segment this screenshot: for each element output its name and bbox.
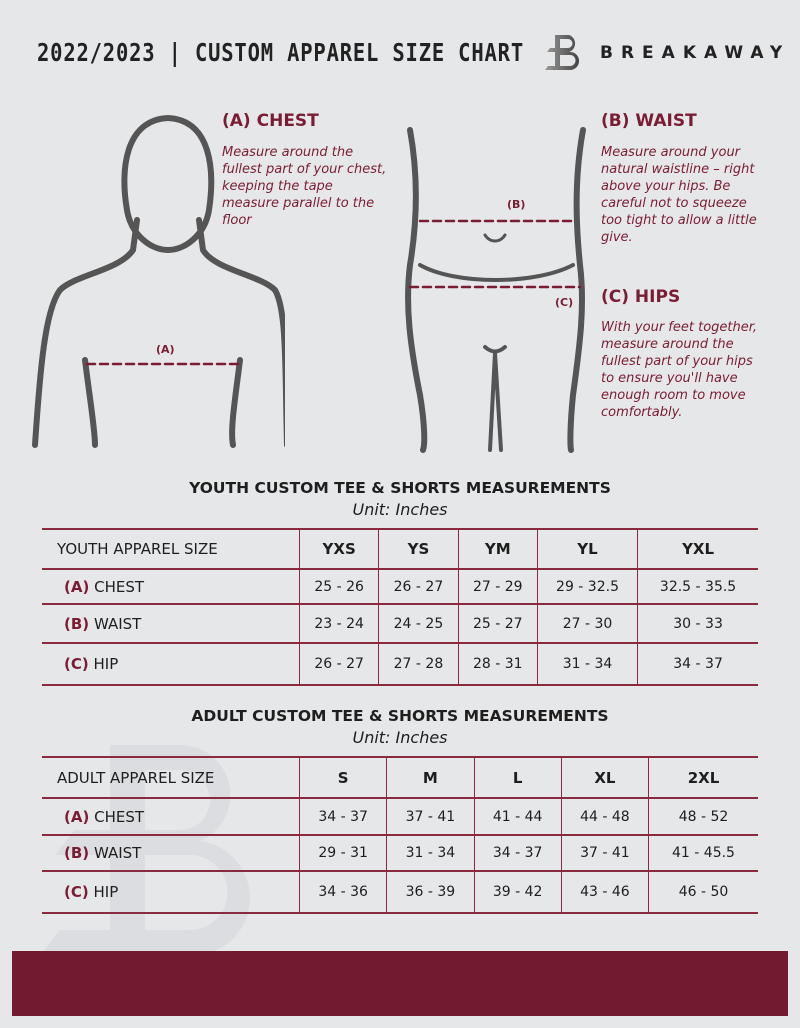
brand-name: BREAKAWAY: [600, 43, 791, 63]
size-header: YXL: [637, 528, 758, 570]
row-code: (A): [64, 577, 90, 596]
row-label: WAIST: [93, 614, 142, 633]
page-title: 2022/2023 | CUSTOM APPAREL SIZE CHART: [37, 38, 525, 67]
cell: 41 - 44: [473, 797, 562, 836]
adult-unit: Unit: Inches: [352, 728, 448, 747]
cell: 36 - 39: [386, 870, 474, 914]
youth-size-table: YOUTH APPAREL SIZE YXS YS YM YL YXL (A) …: [42, 528, 758, 686]
size-header: 2XL: [648, 756, 758, 799]
size-header: YXS: [298, 528, 379, 570]
header-label: YOUTH APPAREL SIZE: [42, 528, 300, 570]
waist-description: Measure around your natural waistline – …: [601, 145, 757, 245]
chest-marker: (A): [156, 343, 175, 356]
cell: 39 - 42: [473, 870, 562, 914]
size-header: M: [386, 756, 474, 799]
cell: 25 - 26: [298, 568, 379, 605]
cell: 34 - 37: [637, 642, 758, 686]
table-row: (C) HIP 34 - 36 36 - 39 39 - 42 43 - 46 46 -…: [42, 870, 758, 914]
table-row: (B) WAIST 29 - 31 31 - 34 34 - 37 37 - 41 41…: [42, 834, 758, 872]
footer-bar: [12, 951, 788, 1016]
cell: 34 - 36: [298, 870, 387, 914]
cell: 27 - 29: [457, 568, 538, 605]
row-code: (B): [64, 614, 90, 633]
hips-heading: (C) HIPS: [601, 287, 681, 307]
header-label: ADULT APPAREL SIZE: [42, 756, 300, 799]
cell: 30 - 33: [637, 603, 758, 644]
row-code: (A): [64, 807, 90, 826]
row-label: CHEST: [94, 577, 145, 596]
table-row: (C) HIP 26 - 27 27 - 28 28 - 31 31 - 34 34 -…: [42, 642, 758, 686]
size-header: S: [298, 756, 387, 799]
cell: 32.5 - 35.5: [637, 568, 758, 605]
cell: 29 - 31: [298, 834, 387, 872]
row-code: (B): [64, 844, 90, 862]
cell: 29 - 32.5: [536, 568, 638, 605]
cell: 23 - 24: [298, 603, 379, 644]
cell: 34 - 37: [298, 797, 387, 836]
chest-description: Measure around the fullest part of your …: [222, 145, 387, 228]
size-header: XL: [560, 756, 649, 799]
youth-unit: Unit: Inches: [352, 500, 448, 519]
row-label: WAIST: [93, 844, 142, 862]
cell: 27 - 28: [378, 642, 459, 686]
cell: 24 - 25: [378, 603, 459, 644]
cell: 26 - 27: [378, 568, 459, 605]
table-header-row: ADULT APPAREL SIZE S M L XL 2XL: [42, 756, 758, 799]
youth-section-title: YOUTH CUSTOM TEE & SHORTS MEASUREMENTS: [189, 479, 611, 497]
cell: 44 - 48: [560, 797, 649, 836]
chest-heading: (A) CHEST: [222, 111, 319, 131]
row-code: (C): [64, 883, 89, 901]
size-header: YS: [378, 528, 459, 570]
table-row: (A) CHEST 25 - 26 26 - 27 27 - 29 29 - 32.5…: [42, 568, 758, 605]
size-header: L: [473, 756, 562, 799]
waist-heading: (B) WAIST: [601, 111, 697, 131]
row-label: HIP: [93, 655, 119, 673]
upper-body-illustration: [32, 114, 285, 448]
cell: 31 - 34: [386, 834, 474, 872]
cell: 41 - 45.5: [648, 834, 758, 872]
cell: 25 - 27: [457, 603, 538, 644]
table-row: (A) CHEST 34 - 37 37 - 41 41 - 44 44 - 48 48…: [42, 797, 758, 836]
cell: 27 - 30: [536, 603, 638, 644]
cell: 28 - 31: [457, 642, 538, 686]
cell: 43 - 46: [560, 870, 649, 914]
cell: 37 - 41: [386, 797, 474, 836]
row-label: CHEST: [94, 807, 145, 826]
cell: 34 - 37: [473, 834, 562, 872]
hips-description: With your feet together, measure around …: [601, 320, 758, 420]
row-code: (C): [64, 655, 89, 673]
table-header-row: YOUTH APPAREL SIZE YXS YS YM YL YXL: [42, 528, 758, 570]
adult-size-table: ADULT APPAREL SIZE S M L XL 2XL (A) CHES…: [42, 756, 758, 914]
size-header: YL: [536, 528, 638, 570]
table-row: (B) WAIST 23 - 24 24 - 25 25 - 27 27 - 30 30…: [42, 603, 758, 644]
cell: 26 - 27: [298, 642, 379, 686]
breakaway-logo-icon: [545, 35, 580, 70]
cell: 46 - 50: [648, 870, 758, 914]
cell: 48 - 52: [648, 797, 758, 836]
waist-marker: (B): [507, 198, 526, 211]
hips-marker: (C): [555, 296, 574, 309]
row-label: HIP: [93, 883, 119, 901]
cell: 31 - 34: [536, 642, 638, 686]
adult-section-title: ADULT CUSTOM TEE & SHORTS MEASUREMENTS: [191, 707, 609, 725]
cell: 37 - 41: [560, 834, 649, 872]
lower-body-illustration: [405, 127, 586, 453]
size-header: YM: [457, 528, 538, 570]
